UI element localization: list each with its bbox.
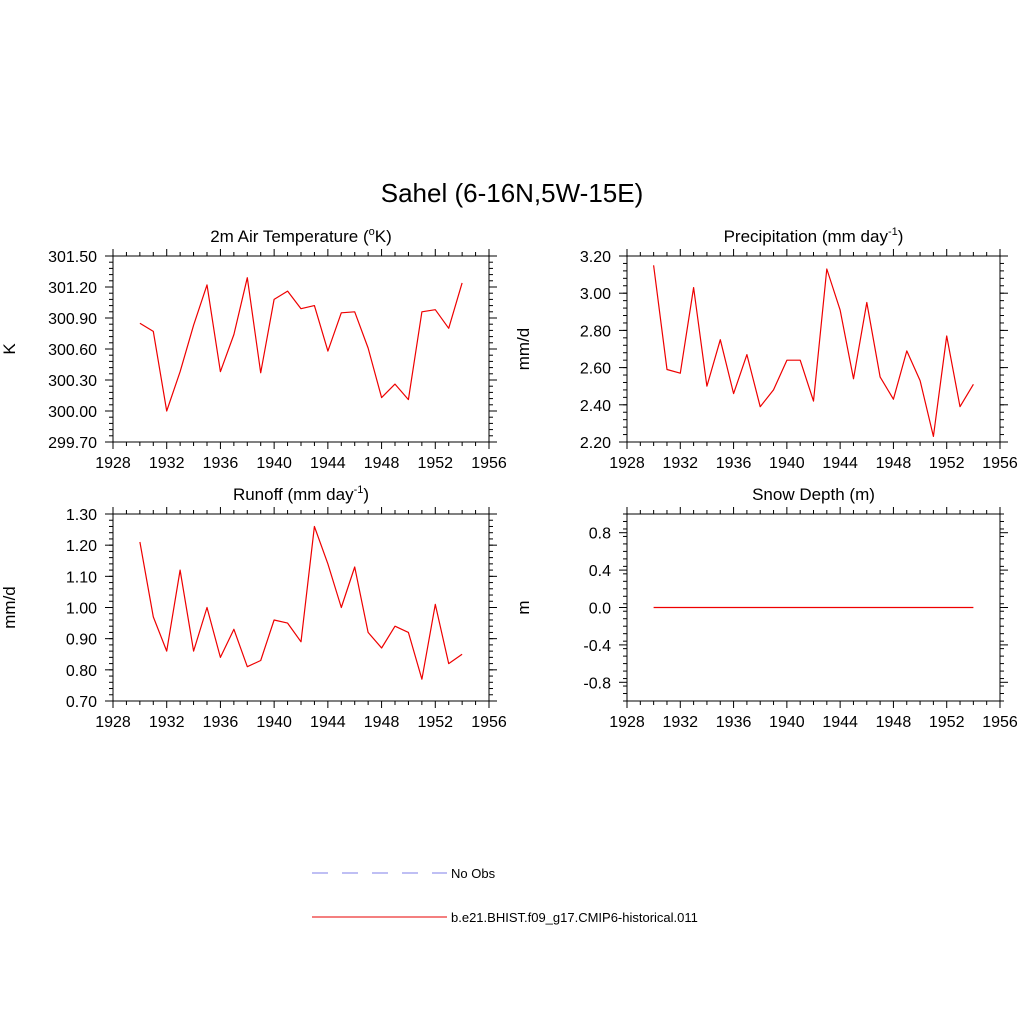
snow-depth-x-tick-label: 1940 bbox=[769, 714, 805, 731]
precipitation-x-tick-label: 1948 bbox=[876, 455, 912, 472]
precipitation-y-tick-label: 3.00 bbox=[580, 286, 611, 303]
air-temperature-y-tick-label: 299.70 bbox=[48, 435, 97, 452]
air-temperature-y-tick-label: 300.00 bbox=[48, 404, 97, 421]
air-temperature-series-line bbox=[139, 277, 463, 412]
runoff-x-tick-label: 1948 bbox=[364, 714, 400, 731]
precipitation-panel-title: Precipitation (mm day-1) bbox=[724, 226, 904, 246]
snow-depth-x-tick-label: 1932 bbox=[662, 714, 698, 731]
air-temperature-x-tick-label: 1932 bbox=[149, 455, 185, 472]
precipitation-x-tick-label: 1956 bbox=[982, 455, 1018, 472]
air-temperature-y-tick-label: 301.50 bbox=[48, 249, 97, 266]
runoff-x-tick-label: 1932 bbox=[149, 714, 185, 731]
runoff-y-tick-label: 1.00 bbox=[66, 601, 97, 618]
snow-depth-y-tick-label: 0.8 bbox=[589, 526, 611, 543]
legend: No Obs b.e21.BHIST.f09_g17.CMIP6-histori… bbox=[312, 866, 698, 925]
runoff-y-tick-label: 0.80 bbox=[66, 663, 97, 680]
precipitation-series-line bbox=[653, 265, 974, 437]
air-temperature-x-tick-label: 1928 bbox=[95, 455, 131, 472]
precipitation-y-tick-label: 3.20 bbox=[580, 249, 611, 266]
runoff-y-tick-label: 1.20 bbox=[66, 538, 97, 555]
precipitation-x-tick-label: 1944 bbox=[822, 455, 858, 472]
legend-label-model: b.e21.BHIST.f09_g17.CMIP6-historical.011 bbox=[451, 910, 698, 925]
snow-depth-x-tick-label: 1952 bbox=[929, 714, 965, 731]
snow-depth-panel-title: Snow Depth (m) bbox=[752, 485, 875, 504]
runoff-x-tick-label: 1936 bbox=[203, 714, 239, 731]
runoff-panel-title-superscript: -1 bbox=[354, 484, 364, 496]
air-temperature-panel-title-superscript: o bbox=[369, 226, 375, 238]
runoff-y-tick-label: 0.70 bbox=[66, 694, 97, 711]
air-temperature-panel-title-main: 2m Air Temperature ( bbox=[210, 227, 369, 246]
snow-depth-x-tick-label: 1948 bbox=[876, 714, 912, 731]
runoff-y-tick-label: 1.10 bbox=[66, 569, 97, 586]
runoff-panel-title-end: ) bbox=[363, 485, 369, 504]
snow-depth-y-tick-label: -0.8 bbox=[583, 675, 611, 692]
air-temperature-x-tick-label: 1944 bbox=[310, 455, 346, 472]
snow-depth-x-tick-label: 1944 bbox=[822, 714, 858, 731]
panel-runoff: 1928 1932 1936 1940 1944 1948 1952 1956 0.70 0.80… bbox=[0, 484, 507, 731]
runoff-panel-title-main: Runoff (mm day bbox=[233, 485, 354, 504]
precipitation-x-tick-label: 1936 bbox=[716, 455, 752, 472]
snow-depth-y-tick-label: 0.4 bbox=[589, 563, 611, 580]
legend-label-no-obs: No Obs bbox=[451, 866, 496, 881]
snow-depth-x-tick-label: 1936 bbox=[716, 714, 752, 731]
air-temperature-x-tick-label: 1948 bbox=[364, 455, 400, 472]
precipitation-y-axis-label: mm/d bbox=[514, 328, 533, 371]
air-temperature-x-tick-label: 1956 bbox=[471, 455, 507, 472]
precipitation-y-tick-label: 2.20 bbox=[580, 435, 611, 452]
snow-depth-y-axis-label: m bbox=[514, 600, 533, 614]
snow-depth-panel-title-main: Snow Depth (m) bbox=[752, 485, 875, 504]
snow-depth-x-tick-label: 1928 bbox=[609, 714, 645, 731]
air-temperature-x-tick-label: 1952 bbox=[417, 455, 453, 472]
panel-snow-depth: 1928 1932 1936 1940 1944 1948 1952 1956 -0.8 -0.4… bbox=[514, 485, 1018, 731]
air-temperature-y-tick-label: 300.60 bbox=[48, 342, 97, 359]
air-temperature-panel-title-end: K) bbox=[375, 227, 392, 246]
air-temperature-x-tick-label: 1936 bbox=[203, 455, 239, 472]
air-temperature-y-tick-label: 300.30 bbox=[48, 373, 97, 390]
snow-depth-y-tick-label: 0.0 bbox=[589, 601, 611, 618]
air-temperature-x-tick-label: 1940 bbox=[256, 455, 292, 472]
runoff-panel-title: Runoff (mm day-1) bbox=[233, 484, 369, 504]
air-temperature-y-axis-label: K bbox=[0, 343, 19, 355]
panel-precipitation: 1928 1932 1936 1940 1944 1948 1952 1956 2.20 2.40… bbox=[514, 226, 1018, 472]
precipitation-y-tick-label: 2.40 bbox=[580, 398, 611, 415]
runoff-series-line bbox=[139, 525, 463, 680]
precipitation-x-tick-label: 1932 bbox=[662, 455, 698, 472]
runoff-y-tick-label: 0.90 bbox=[66, 632, 97, 649]
runoff-x-tick-label: 1928 bbox=[95, 714, 131, 731]
precipitation-y-tick-label: 2.80 bbox=[580, 323, 611, 340]
precipitation-panel-title-main: Precipitation (mm day bbox=[724, 227, 889, 246]
figure-title: Sahel (6-16N,5W-15E) bbox=[381, 178, 644, 208]
precipitation-panel-title-superscript: -1 bbox=[888, 226, 898, 238]
snow-depth-x-tick-label: 1956 bbox=[982, 714, 1018, 731]
air-temperature-y-tick-label: 300.90 bbox=[48, 311, 97, 328]
air-temperature-panel-title: 2m Air Temperature (oK) bbox=[210, 226, 392, 246]
runoff-x-tick-label: 1940 bbox=[256, 714, 292, 731]
precipitation-x-tick-label: 1952 bbox=[929, 455, 965, 472]
runoff-x-tick-label: 1944 bbox=[310, 714, 346, 731]
panel-air-temperature: 1928 1932 1936 1940 1944 1948 1952 1956 299.70 30… bbox=[0, 226, 507, 472]
precipitation-x-tick-label: 1928 bbox=[609, 455, 645, 472]
runoff-y-axis-label: mm/d bbox=[0, 586, 19, 629]
runoff-x-tick-label: 1956 bbox=[471, 714, 507, 731]
precipitation-panel-title-end: ) bbox=[898, 227, 904, 246]
snow-depth-y-tick-label: -0.4 bbox=[583, 638, 611, 655]
runoff-x-tick-label: 1952 bbox=[417, 714, 453, 731]
precipitation-y-tick-label: 2.60 bbox=[580, 361, 611, 378]
runoff-y-tick-label: 1.30 bbox=[66, 507, 97, 524]
air-temperature-y-tick-label: 301.20 bbox=[48, 280, 97, 297]
precipitation-x-tick-label: 1940 bbox=[769, 455, 805, 472]
